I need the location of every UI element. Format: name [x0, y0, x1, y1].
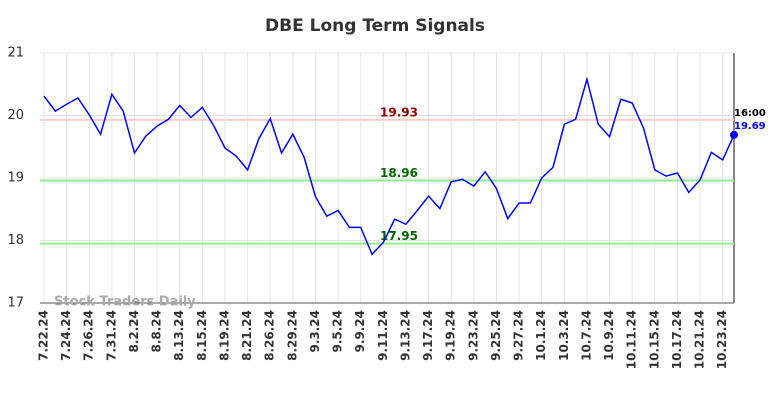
x-tick-label: 8.15.24	[195, 310, 209, 361]
price-line	[43, 76, 735, 256]
last-time-label: 16:00	[734, 108, 766, 119]
x-tick-label: 9.13.24	[398, 310, 412, 361]
x-tick-label: 9.27.24	[512, 310, 526, 361]
last-point	[730, 130, 738, 139]
x-tick-label: 9.9.24	[353, 310, 367, 353]
x-tick-label: 8.21.24	[240, 310, 254, 361]
y-tick-label: 19	[7, 171, 24, 186]
x-tick-label: 10.17.24	[670, 310, 684, 369]
x-tick-label: 8.26.24	[263, 310, 277, 361]
x-tick-label: 8.2.24	[127, 310, 141, 353]
x-tick-label: 10.23.24	[715, 310, 729, 369]
x-tick-label: 10.9.24	[602, 310, 616, 361]
x-tick-label: 10.11.24	[625, 310, 639, 369]
y-tick-label: 20	[7, 108, 24, 123]
x-tick-label: 10.21.24	[693, 310, 707, 369]
x-tick-label: 9.25.24	[489, 310, 503, 361]
x-tick-label: 8.19.24	[217, 310, 231, 361]
y-tick-label: 18	[7, 233, 24, 248]
x-tick-label: 10.3.24	[557, 310, 571, 361]
level-label: 19.93	[380, 105, 418, 119]
level-label: 17.95	[380, 229, 418, 243]
x-tick-label: 7.26.24	[82, 310, 96, 361]
x-tick-label: 10.7.24	[579, 310, 593, 361]
y-tick-label: 17	[7, 296, 24, 311]
x-tick-label: 7.22.24	[37, 310, 51, 361]
level-label: 18.96	[380, 166, 418, 180]
x-tick-label: 7.31.24	[104, 310, 118, 361]
chart-title: DBE Long Term Signals	[265, 16, 485, 36]
x-tick-label: 10.1.24	[534, 310, 548, 361]
x-tick-label: 9.19.24	[444, 310, 458, 361]
x-tick-label: 8.13.24	[172, 310, 186, 361]
x-tick-label: 9.3.24	[308, 310, 322, 353]
x-tick-label: 8.8.24	[150, 310, 164, 353]
x-tick-label: 9.5.24	[331, 310, 345, 353]
x-tick-label: 10.15.24	[647, 310, 661, 369]
x-tick-label: 8.29.24	[285, 310, 299, 361]
x-tick-label: 9.17.24	[421, 310, 435, 361]
x-tick-label: 7.24.24	[59, 310, 73, 361]
y-tick-label: 21	[7, 46, 24, 61]
x-tick-label: 9.23.24	[466, 310, 480, 361]
last-value-label: 19.69	[734, 121, 766, 132]
x-tick-label: 9.11.24	[376, 310, 390, 361]
watermark: Stock Traders Daily	[54, 295, 196, 310]
